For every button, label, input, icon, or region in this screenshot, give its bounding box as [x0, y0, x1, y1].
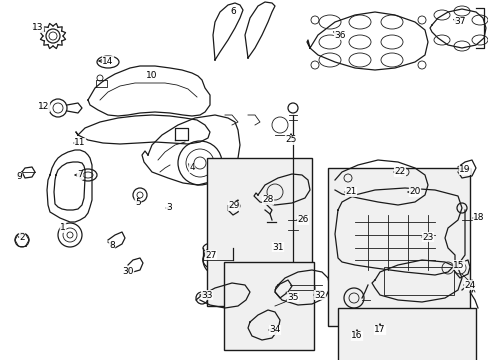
Text: 10: 10 [146, 71, 158, 80]
Text: 23: 23 [422, 233, 433, 242]
FancyBboxPatch shape [327, 168, 469, 326]
Text: 4: 4 [189, 163, 194, 172]
Text: 29: 29 [228, 202, 239, 211]
Text: 12: 12 [38, 103, 50, 112]
Text: 15: 15 [452, 261, 464, 270]
Text: 26: 26 [297, 216, 308, 225]
Text: 17: 17 [373, 325, 385, 334]
Text: 21: 21 [345, 188, 356, 197]
Text: 18: 18 [472, 213, 484, 222]
Text: 34: 34 [269, 325, 280, 334]
Text: 25: 25 [285, 135, 296, 144]
FancyBboxPatch shape [224, 262, 313, 350]
Text: 32: 32 [314, 291, 325, 300]
Text: 11: 11 [74, 139, 85, 148]
Text: 19: 19 [458, 166, 470, 175]
Text: 2: 2 [19, 233, 25, 242]
Text: 33: 33 [201, 291, 212, 300]
Text: 35: 35 [286, 292, 298, 301]
Text: 27: 27 [205, 251, 216, 260]
Text: 9: 9 [16, 172, 22, 181]
Text: 1: 1 [60, 224, 66, 233]
Text: 24: 24 [464, 280, 475, 289]
Circle shape [203, 245, 232, 275]
Text: 16: 16 [350, 332, 362, 341]
Text: 22: 22 [393, 167, 405, 176]
Text: 20: 20 [408, 188, 420, 197]
Text: 3: 3 [166, 203, 171, 212]
Text: 14: 14 [102, 57, 113, 66]
Text: 31: 31 [272, 243, 283, 252]
Text: 5: 5 [135, 198, 141, 207]
Bar [383, 267, 453, 295]
Text: 13: 13 [32, 23, 43, 32]
Text: 37: 37 [453, 18, 465, 27]
Text: 30: 30 [122, 267, 134, 276]
Text: 6: 6 [230, 8, 235, 17]
Text: 28: 28 [262, 195, 273, 204]
Text: 8: 8 [109, 242, 115, 251]
FancyBboxPatch shape [337, 308, 475, 360]
Text: 7: 7 [77, 171, 82, 180]
Text: 36: 36 [334, 31, 345, 40]
FancyBboxPatch shape [206, 158, 311, 306]
